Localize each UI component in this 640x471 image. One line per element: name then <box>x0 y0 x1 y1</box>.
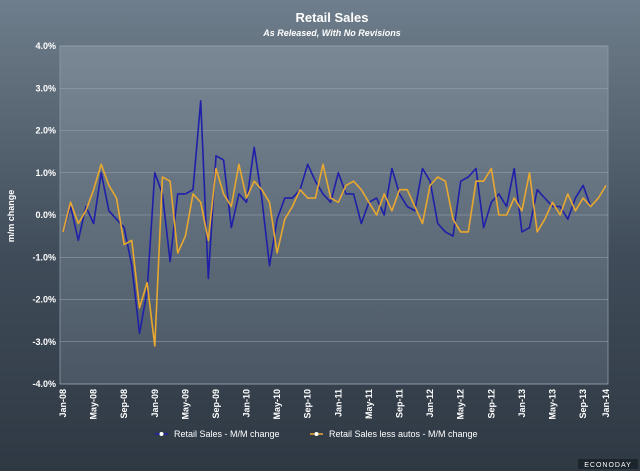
x-tick-label: May-10 <box>272 389 282 420</box>
chart-title: Retail Sales <box>296 10 369 25</box>
y-axis-label: m/m change <box>6 190 16 243</box>
legend-label-less-autos: Retail Sales less autos - M/M change <box>329 429 478 439</box>
y-tick-label: 2.0% <box>35 126 56 136</box>
y-tick-label: -3.0% <box>32 337 56 347</box>
legend-marker-retail-sales <box>159 432 164 436</box>
legend: Retail Sales - M/M change Retail Sales l… <box>155 429 478 439</box>
x-tick-label: Sep-10 <box>303 389 313 419</box>
series-line-less-autos <box>62 163 607 347</box>
x-tick-label: Sep-11 <box>395 389 405 418</box>
x-tick-label: Sep-08 <box>119 389 129 419</box>
x-tick-label: Sep-12 <box>486 389 496 419</box>
y-tick-label: 0.0% <box>35 210 56 220</box>
x-tick-label: May-08 <box>89 389 99 420</box>
x-tick-label: May-09 <box>180 389 190 420</box>
x-tick-label: Jan-12 <box>425 389 435 418</box>
y-axis-ticks: 4.0% 3.0% 2.0% 1.0% 0.0% -1.0% -2.0% -3.0% -4.0% <box>32 41 56 389</box>
watermark-box <box>578 459 638 469</box>
x-axis-ticks: Jan-08 May-08 Sep-08 Jan-09 May-09 Sep-09 Jan-… <box>58 389 611 420</box>
x-tick-label: May-12 <box>456 389 466 420</box>
legend-marker-less-autos <box>314 432 319 436</box>
y-tick-label: 4.0% <box>35 41 56 51</box>
gridlines <box>60 45 608 385</box>
x-tick-label: May-13 <box>547 389 557 420</box>
x-tick-label: May-11 <box>364 389 374 419</box>
x-tick-label: Jan-09 <box>150 389 160 418</box>
y-tick-label: -4.0% <box>32 379 56 389</box>
x-tick-label: Sep-13 <box>578 389 588 419</box>
x-tick-label: Jan-08 <box>58 389 68 418</box>
y-tick-label: -1.0% <box>32 252 56 262</box>
x-tick-label: Jan-13 <box>517 389 527 418</box>
legend-label-retail-sales: Retail Sales - M/M change <box>174 429 280 439</box>
series-layer <box>62 100 607 347</box>
x-tick-label: Jan-10 <box>242 389 252 418</box>
watermark-logo: ECONODAY <box>584 462 632 469</box>
y-tick-label: 3.0% <box>35 83 56 93</box>
x-tick-label: Sep-09 <box>211 389 221 419</box>
series-line-retail-sales <box>62 100 592 335</box>
x-tick-label: Jan-14 <box>601 389 611 418</box>
x-tick-label: Jan-11 <box>333 389 343 417</box>
y-tick-label: -2.0% <box>32 295 56 305</box>
chart-subtitle: As Released, With No Revisions <box>262 28 400 38</box>
y-tick-label: 1.0% <box>35 168 56 178</box>
